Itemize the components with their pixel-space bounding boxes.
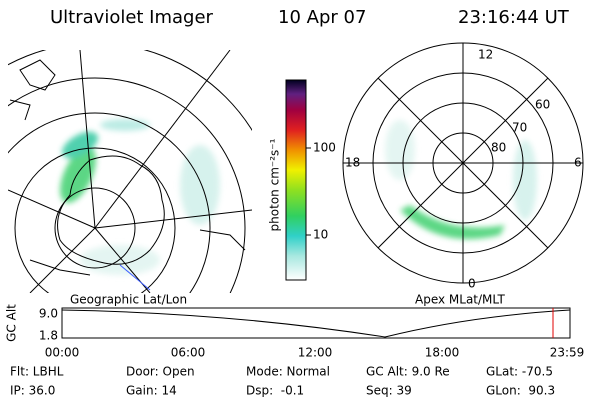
right-caption: Apex MLat/MLT xyxy=(415,293,505,307)
left-caption: Geographic Lat/Lon xyxy=(70,293,187,307)
geographic-map xyxy=(8,50,252,293)
polar-map xyxy=(342,42,584,284)
status: Door: Open xyxy=(126,365,195,379)
timeline-x-label: 06:00 xyxy=(171,346,206,360)
lat-label: 80 xyxy=(491,141,506,155)
timeline-frame xyxy=(61,307,571,339)
lat-label: 70 xyxy=(512,121,527,135)
status: Gain: 14 xyxy=(126,384,177,398)
status: IP: 36.0 xyxy=(10,384,55,398)
mlt-label: 18 xyxy=(345,156,360,170)
mlt-label: 0 xyxy=(468,277,476,291)
lat-label: 60 xyxy=(535,98,550,112)
date: 10 Apr 07 xyxy=(278,7,366,28)
timeline-x-label: 18:00 xyxy=(425,346,460,360)
status: Seq: 39 xyxy=(366,384,412,398)
status: GC Alt: 9.0 Re xyxy=(366,365,450,379)
colorbar xyxy=(285,79,307,281)
altitude-curve xyxy=(61,309,571,338)
timeline-x-label: 12:00 xyxy=(298,346,333,360)
timeline-x-label: 00:00 xyxy=(45,346,80,360)
time: 23:16:44 UT xyxy=(458,7,570,28)
timeline-y-label: 1.8 xyxy=(39,329,58,343)
status: GLon: 90.3 xyxy=(486,384,555,398)
timeline-x-label: 23:59 xyxy=(550,346,585,360)
colorbar-tick-label: 10 xyxy=(313,228,328,242)
timeline-y-label: 9.0 xyxy=(39,307,58,321)
status: Dsp: -0.1 xyxy=(246,384,304,398)
status: Flt: LBHL xyxy=(10,365,64,379)
mlt-label: 6 xyxy=(574,156,582,170)
colorbar-label: photon cm⁻²s⁻¹ xyxy=(268,138,282,231)
status: Mode: Normal xyxy=(246,365,330,379)
status: GLat: -70.5 xyxy=(486,365,553,379)
timeline-axis-label: GC Alt xyxy=(5,304,19,342)
colorbar-tick-label: 100 xyxy=(313,141,336,155)
mlt-label: 12 xyxy=(478,48,493,62)
title: Ultraviolet Imager xyxy=(50,7,214,28)
